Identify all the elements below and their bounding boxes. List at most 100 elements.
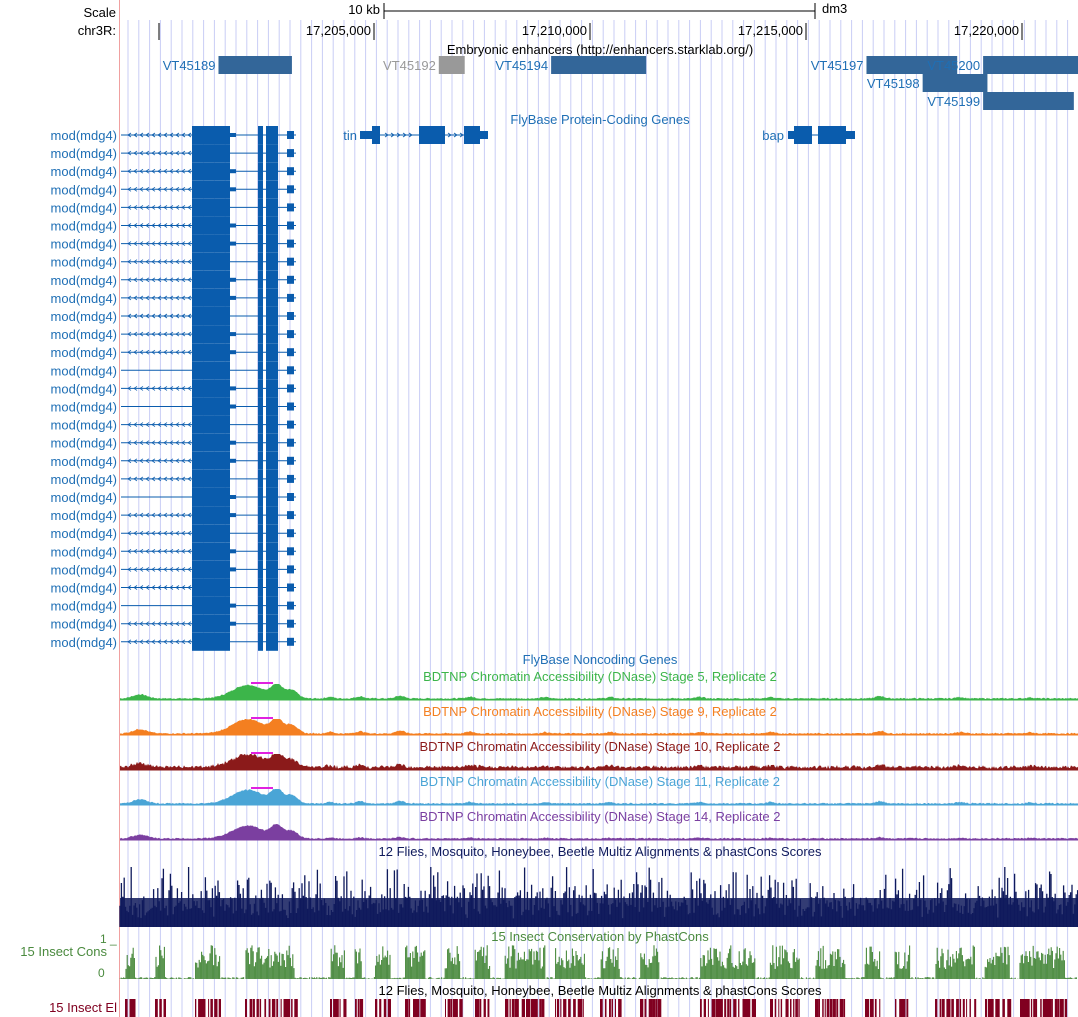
mod-mdg4-transcript[interactable]: mod(mdg4) (51, 542, 296, 561)
conserved-element (832, 999, 836, 1017)
multiz-alignment-track[interactable] (119, 867, 1078, 927)
mod-mdg4-transcript[interactable]: mod(mdg4) (51, 469, 296, 488)
exon (192, 234, 230, 253)
exon (287, 474, 294, 483)
dnase-track[interactable]: BDTNP Chromatin Accessibility (DNase) St… (120, 809, 1078, 841)
mod-mdg4-transcript[interactable]: mod(mdg4) (51, 415, 296, 434)
mod-mdg4-transcript[interactable]: mod(mdg4) (51, 270, 296, 289)
enhancer-block[interactable] (983, 92, 1074, 110)
mod-mdg4-transcript[interactable]: mod(mdg4) (51, 433, 296, 452)
insect-cons-ymin-label: 0 (98, 966, 105, 980)
utr (230, 241, 236, 246)
enhancer-feature[interactable]: VT45197 (811, 56, 958, 74)
conserved-element (969, 999, 971, 1017)
enhancer-feature[interactable]: VT45200 (927, 56, 1078, 74)
mod-mdg4-transcript[interactable]: mod(mdg4) (51, 524, 296, 543)
enhancer-block[interactable] (551, 56, 647, 74)
exon (266, 488, 278, 506)
exon (372, 126, 380, 144)
conserved-element (557, 999, 560, 1017)
conserved-element (992, 999, 994, 1017)
mod-mdg4-transcript[interactable]: mod(mdg4) (51, 325, 296, 344)
conserved-element (405, 999, 409, 1017)
enhancer-block[interactable] (922, 74, 988, 92)
dnase-track[interactable]: BDTNP Chromatin Accessibility (DNase) St… (120, 704, 1078, 736)
mod-mdg4-transcript[interactable]: mod(mdg4) (51, 451, 296, 470)
mod-mdg4-transcript[interactable]: mod(mdg4) (51, 560, 296, 579)
mod-mdg4-transcript[interactable]: mod(mdg4) (51, 198, 296, 217)
conserved-element (618, 999, 622, 1017)
conserved-element (408, 999, 411, 1017)
mod-mdg4-transcript[interactable]: mod(mdg4) (51, 488, 296, 506)
conserved-element (611, 999, 613, 1017)
utr (230, 223, 236, 228)
enhancer-block[interactable] (438, 56, 465, 74)
exon (266, 180, 278, 199)
enhancer-block[interactable] (983, 56, 1078, 74)
enhancer-track[interactable]: VT45189 VT45192 VT45194 VT45197 VT45200 VT451… (163, 56, 1078, 110)
insect-cons-signal (119, 945, 1077, 979)
mod-mdg4-transcript[interactable]: mod(mdg4) (51, 126, 296, 144)
mod-mdg4-transcript[interactable]: mod(mdg4) (51, 216, 296, 235)
gene-label: mod(mdg4) (51, 273, 117, 288)
mod-mdg4-transcript[interactable]: mod(mdg4) (51, 343, 296, 362)
dnase-track[interactable]: BDTNP Chromatin Accessibility (DNase) St… (120, 739, 1078, 771)
dnase-track-title: BDTNP Chromatin Accessibility (DNase) St… (419, 739, 780, 754)
enhancer-label: VT45200 (927, 58, 980, 73)
mod-mdg4-transcript[interactable]: mod(mdg4) (51, 596, 296, 615)
mod-mdg4-transcript[interactable]: mod(mdg4) (51, 162, 296, 181)
conserved-element (1046, 999, 1050, 1017)
insect-cons-ymax-label: 1 _ (100, 932, 117, 946)
mod-mdg4-transcript[interactable]: mod(mdg4) (51, 361, 296, 380)
exon (258, 506, 263, 525)
mod-mdg4-transcript[interactable]: mod(mdg4) (51, 397, 296, 416)
exon (266, 216, 278, 235)
strand-arrows (127, 585, 192, 590)
enhancer-feature[interactable]: VT45192 (383, 56, 465, 74)
mod-mdg4-transcript[interactable]: mod(mdg4) (51, 288, 296, 307)
enhancer-block[interactable] (218, 56, 292, 74)
enhancer-feature[interactable]: VT45199 (927, 92, 1074, 110)
enhancer-block[interactable] (866, 56, 958, 74)
insect-elements-track[interactable] (125, 999, 1068, 1017)
enhancer-feature[interactable]: VT45194 (495, 56, 647, 74)
mod-mdg4-transcript[interactable]: mod(mdg4) (51, 614, 296, 633)
conserved-element (985, 999, 988, 1017)
exon (360, 131, 372, 139)
mod-mdg4-transcript[interactable]: mod(mdg4) (51, 234, 296, 253)
mod-mdg4-transcript[interactable]: mod(mdg4) (51, 632, 296, 651)
exon (192, 614, 230, 633)
conserved-element (790, 999, 792, 1017)
exon (192, 488, 230, 506)
dnase-tracks[interactable]: BDTNP Chromatin Accessibility (DNase) St… (120, 669, 1078, 841)
protein-coding-genes-track[interactable]: mod(mdg4) mod(mdg4) mod(mdg4) mod(mdg4) mod(… (51, 126, 855, 651)
mod-mdg4-transcript[interactable]: mod(mdg4) (51, 379, 296, 398)
tin-gene[interactable]: tin (343, 126, 488, 144)
enhancer-label: VT45199 (927, 94, 980, 109)
enhancer-feature[interactable]: VT45189 (163, 56, 292, 74)
enhancer-feature[interactable]: VT45198 (867, 74, 988, 92)
dnase-track[interactable]: BDTNP Chromatin Accessibility (DNase) St… (120, 774, 1078, 806)
mod-mdg4-transcript[interactable]: mod(mdg4) (51, 252, 296, 271)
conserved-element (738, 999, 740, 1017)
exon (287, 330, 294, 339)
conserved-element (335, 999, 339, 1017)
mod-mdg4-transcript[interactable]: mod(mdg4) (51, 578, 296, 597)
base-position-ruler[interactable]: Scale 10 kb dm3 chr3R: 17,205,000 17,210,… (78, 1, 1023, 40)
mod-mdg4-transcript[interactable]: mod(mdg4) (51, 180, 296, 199)
mod-mdg4-transcript[interactable]: mod(mdg4) (51, 506, 296, 525)
conserved-element (573, 999, 576, 1017)
mod-mdg4-transcript[interactable]: mod(mdg4) (51, 307, 296, 325)
bap-gene[interactable]: bap (762, 126, 855, 144)
dnase-track[interactable]: BDTNP Chromatin Accessibility (DNase) St… (120, 669, 1078, 701)
insect-cons-track[interactable] (119, 945, 1078, 979)
conserved-element (203, 999, 206, 1017)
exon (258, 614, 263, 633)
saturation-marker (251, 682, 273, 684)
gene-label: mod(mdg4) (51, 381, 117, 396)
dnase-track-title: BDTNP Chromatin Accessibility (DNase) St… (423, 669, 777, 684)
mod-mdg4-transcript[interactable]: mod(mdg4) (51, 144, 296, 163)
exon (287, 293, 294, 302)
